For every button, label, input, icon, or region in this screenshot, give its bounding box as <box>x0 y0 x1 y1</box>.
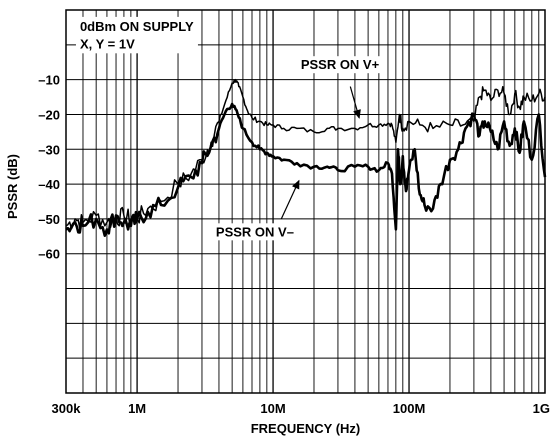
series-layer <box>65 78 547 237</box>
x-tick-label: 300k <box>52 401 82 416</box>
x-tick-label: 1M <box>128 401 146 416</box>
y-tick-label: –40 <box>38 177 60 192</box>
plot-frame <box>65 9 546 394</box>
annotation-box <box>75 16 198 54</box>
series-label-bg-vplus <box>297 56 383 74</box>
series-label-bg-vminus <box>212 223 297 241</box>
series-label-vminus: PSSR ON V– <box>216 224 294 239</box>
series-labels: PSSR ON V+ PSSR ON V– <box>212 56 383 241</box>
y-tick-labels: –10 –20 –30 –40 –50 –60 <box>38 73 60 262</box>
x-tick-label: 100M <box>393 401 426 416</box>
y-tick-label: –60 <box>38 247 60 262</box>
annotation-supply: 0dBm ON SUPPLY <box>80 19 194 34</box>
y-tick-label: –10 <box>38 73 60 88</box>
y-tick-label: –20 <box>38 107 60 122</box>
arrow-vplus <box>349 86 361 119</box>
y-tick-label: –30 <box>38 142 60 157</box>
y-axis-title: PSSR (dB) <box>5 154 20 219</box>
grid <box>66 10 545 393</box>
series-label-vplus: PSSR ON V+ <box>301 57 380 72</box>
annotation-xy: X, Y = 1V <box>80 36 135 51</box>
x-tick-label: 1G <box>533 401 550 416</box>
x-axis-title: FREQUENCY (Hz) <box>251 421 361 436</box>
supply-annotation: 0dBm ON SUPPLY X, Y = 1V <box>75 16 198 54</box>
series-line-vminus <box>65 102 547 237</box>
x-tick-labels: 300k 1M 10M 100M 1G <box>52 401 550 416</box>
y-tick-label: –50 <box>38 212 60 227</box>
x-tick-label: 10M <box>260 401 285 416</box>
series-line-vplus <box>65 78 546 230</box>
arrow-vminus <box>280 179 300 220</box>
